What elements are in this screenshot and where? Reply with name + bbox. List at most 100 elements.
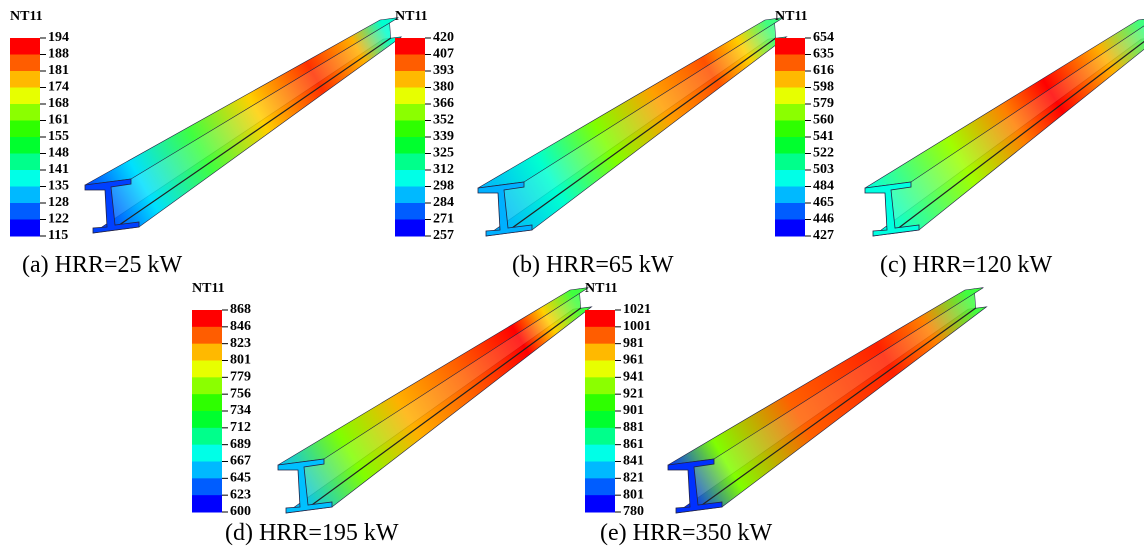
legend-band	[395, 170, 425, 187]
legend-value: 181	[48, 63, 69, 78]
legend-value: 821	[623, 471, 644, 486]
legend-band	[775, 137, 805, 154]
legend-value: 194	[48, 30, 69, 45]
legend-value: 446	[813, 212, 834, 227]
legend-band	[395, 71, 425, 88]
legend-band	[192, 461, 222, 479]
legend-band	[775, 153, 805, 171]
legend-band	[775, 38, 805, 55]
legend-band	[10, 137, 40, 154]
beam-edge	[304, 307, 582, 511]
legend-value: 861	[623, 437, 644, 452]
legend-value: 779	[230, 370, 251, 385]
legend-value: 122	[48, 212, 69, 227]
beam-top-flange	[84, 17, 399, 186]
legend-band	[775, 120, 805, 138]
legend-value: 271	[433, 212, 454, 227]
legend-band	[775, 71, 805, 88]
legend-band	[192, 326, 222, 345]
legend-value: 868	[230, 302, 251, 317]
legend-band	[10, 104, 40, 121]
legend-value: 712	[230, 420, 251, 435]
legend-band	[775, 54, 805, 72]
legend-band	[192, 495, 222, 513]
legend-band	[192, 310, 222, 328]
legend-band	[775, 203, 805, 220]
beam-end	[667, 458, 723, 514]
legend-value: 312	[433, 162, 454, 177]
legend-value: 654	[813, 30, 834, 45]
legend-value: 801	[623, 487, 644, 502]
legend-band	[585, 444, 615, 462]
legend-band	[395, 137, 425, 154]
legend-value: 689	[230, 437, 251, 452]
legend-value: 541	[813, 129, 834, 144]
legend-band	[192, 478, 222, 496]
legend-value: 635	[813, 47, 834, 62]
legend-value: 141	[48, 162, 69, 177]
legend-value: 420	[433, 30, 454, 45]
legend-band	[192, 444, 222, 462]
beam-top-flange	[477, 17, 784, 189]
beam-top-flange	[277, 287, 589, 466]
legend-value: 981	[623, 336, 644, 351]
legend-value: 407	[433, 47, 454, 62]
beam-web	[300, 288, 582, 511]
legend-value: 645	[230, 471, 251, 486]
legend-value: 823	[230, 336, 251, 351]
legend-value: 257	[433, 228, 454, 243]
legend-value: 780	[623, 504, 644, 519]
beam-web	[500, 18, 777, 234]
beam-end	[277, 458, 333, 514]
beam-edge	[694, 307, 977, 511]
legend-value: 941	[623, 370, 644, 385]
legend-value: 148	[48, 146, 69, 161]
legend-band	[585, 377, 615, 395]
legend-value: 734	[230, 403, 251, 418]
legend-title: NT11	[775, 9, 808, 24]
caption: (a) HRR=25 kW	[22, 252, 183, 278]
legend-value: 961	[623, 353, 644, 368]
legend-band	[192, 427, 222, 446]
legend-title: NT11	[585, 281, 618, 296]
legend-band	[10, 203, 40, 220]
beam-web	[107, 18, 392, 231]
legend-band	[192, 343, 222, 361]
beam-top-flange	[864, 18, 1144, 189]
legend-band	[10, 186, 40, 204]
legend-band	[585, 411, 615, 429]
legend-band	[395, 153, 425, 171]
caption: (c) HRR=120 kW	[880, 252, 1053, 278]
legend-value: 427	[813, 228, 834, 243]
legend-band	[192, 377, 222, 395]
legend-value: 484	[813, 179, 834, 194]
legend-band	[10, 153, 40, 171]
legend-value: 298	[433, 179, 454, 194]
legend-value: 393	[433, 63, 454, 78]
legend-band	[10, 120, 40, 138]
legend-band	[395, 87, 425, 105]
legend-value: 1001	[623, 319, 651, 334]
legend-band	[395, 38, 425, 55]
beam-edge	[111, 37, 392, 231]
legend-value: 188	[48, 47, 69, 62]
legend-value: 325	[433, 146, 454, 161]
legend-band	[395, 203, 425, 220]
legend-value: 522	[813, 146, 834, 161]
legend-value: 174	[48, 80, 69, 95]
legend-value: 128	[48, 195, 69, 210]
legend-band	[10, 219, 40, 237]
legend-value: 1021	[623, 302, 651, 317]
beam-edge	[504, 37, 777, 234]
legend-value: 161	[48, 113, 69, 128]
beam-end	[84, 178, 140, 234]
legend-band	[585, 495, 615, 513]
beam-end	[477, 181, 533, 237]
legend-band	[10, 71, 40, 88]
legend-band	[395, 104, 425, 121]
legend-band	[775, 186, 805, 204]
legend-value: 168	[48, 96, 69, 111]
